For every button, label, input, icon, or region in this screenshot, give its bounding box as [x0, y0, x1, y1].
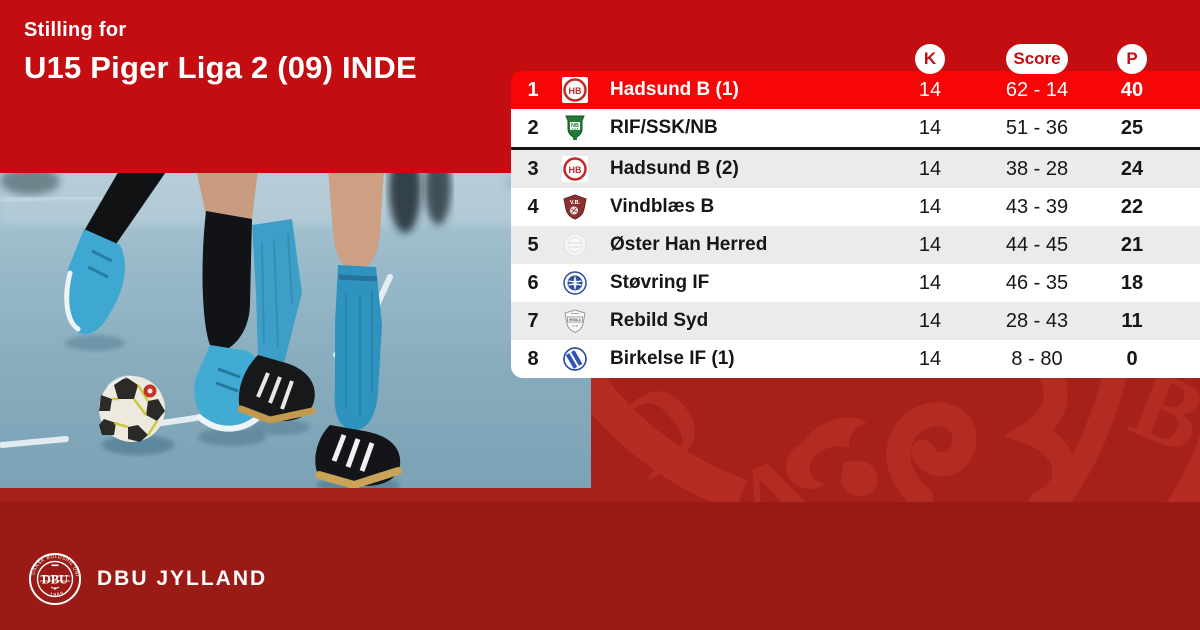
promotion-divider-line: [511, 147, 1200, 150]
team-name: Øster Han Herred: [610, 234, 768, 255]
score-value: 44 - 45: [1005, 233, 1069, 256]
score-value: 8 - 80: [1011, 347, 1063, 370]
vindblaes-b-icon: V.B.: [555, 193, 595, 221]
crest-year-text: · 1889 ·: [44, 588, 69, 598]
points-value: 0: [1126, 347, 1138, 370]
svg-text:1918: 1918: [572, 127, 579, 131]
score-value: 46 - 35: [1005, 271, 1069, 294]
svg-text:· 1889 ·: · 1889 ·: [44, 588, 70, 598]
matches-value: 14: [918, 157, 942, 180]
points-value: 40: [1120, 78, 1144, 101]
points-value: 24: [1120, 157, 1144, 180]
svg-text:NB: NB: [571, 123, 579, 129]
org-name: DBU JYLLAND: [97, 567, 268, 590]
table-row: 2 NB 1918 RIF/SSK/NB 14 51 - 36 25: [511, 109, 1200, 147]
table-row: 1 HB Hadsund B (1) 14 62 - 14 40: [511, 71, 1200, 109]
rank: 3: [527, 157, 539, 180]
table-row: 7 REBILD SYD Rebild Syd 14 28 - 43 11: [511, 302, 1200, 340]
rank: 8: [527, 347, 539, 370]
team-name: Rebild Syd: [610, 310, 709, 331]
rank: 1: [527, 78, 539, 101]
eyebrow-label: Stilling for: [24, 19, 127, 41]
team-name: Birkelse IF (1): [610, 348, 735, 369]
page-title: U15 Piger Liga 2 (09) INDE: [24, 50, 417, 85]
svg-text:V.B.: V.B.: [570, 200, 581, 206]
score-value: 38 - 28: [1005, 157, 1069, 180]
footer-branding: DANSK BOLDSPIL UNION · 1889 · DBU DBU JY…: [27, 551, 267, 607]
stoevring-if-icon: [555, 269, 595, 297]
standings-table: K Score P 1 HB Hadsund B (1) 14 62 - 14 …: [511, 44, 1200, 378]
matches-value: 14: [918, 78, 942, 101]
table-header: K Score P: [511, 44, 1200, 74]
svg-text:REBILD: REBILD: [569, 318, 582, 322]
points-value: 21: [1120, 233, 1144, 256]
page-title-block: Stilling for U15 Piger Liga 2 (09) INDE: [24, 19, 417, 86]
dbu-crest-watermark-icon: D A B U: [591, 378, 1200, 502]
hadsund-b-icon: HB: [555, 155, 595, 183]
rebild-syd-icon: REBILD SYD: [555, 307, 595, 335]
points-value: 18: [1120, 271, 1144, 294]
dbu-crest-icon: DANSK BOLDSPIL UNION · 1889 · DBU: [27, 551, 81, 605]
matches-value: 14: [918, 195, 942, 218]
svg-text:HB: HB: [569, 86, 582, 96]
matches-value: 14: [918, 116, 942, 139]
team-name: Hadsund B (2): [610, 158, 739, 179]
svg-text:B: B: [1117, 378, 1200, 474]
futsal-photo: [0, 145, 591, 494]
hadsund-b-icon: HB: [555, 76, 595, 104]
matches-value: 14: [918, 309, 942, 332]
oester-han-herred-icon: [555, 231, 595, 259]
team-name: Støvring IF: [610, 272, 710, 293]
column-header-matches: K: [915, 44, 945, 74]
bottom-red-band: [0, 502, 1200, 630]
table-row: 8 Birkelse IF (1) 14 8 - 80 0: [511, 340, 1200, 378]
column-header-score: Score: [1006, 44, 1068, 74]
rif-ssk-nb-icon: NB 1918: [555, 114, 595, 142]
score-value: 28 - 43: [1005, 309, 1069, 332]
rank: 7: [527, 309, 539, 332]
score-value: 62 - 14: [1005, 78, 1069, 101]
column-header-points: P: [1117, 44, 1147, 74]
team-name: RIF/SSK/NB: [610, 117, 718, 138]
crest-center-text: DBU: [42, 573, 68, 587]
matches-value: 14: [918, 233, 942, 256]
rank: 4: [527, 195, 539, 218]
matches-value: 14: [918, 347, 942, 370]
score-value: 43 - 39: [1005, 195, 1069, 218]
team-name: Vindblæs B: [610, 196, 715, 217]
table-row: 6 Støvring IF 14 46 - 35 18: [511, 264, 1200, 302]
svg-text:HB: HB: [569, 165, 582, 175]
rank: 5: [527, 233, 539, 256]
birkelse-if-icon: [555, 345, 595, 373]
rank: 6: [527, 271, 539, 294]
rank: 2: [527, 116, 539, 139]
score-value: 51 - 36: [1005, 116, 1069, 139]
points-value: 22: [1120, 195, 1144, 218]
table-row: 4 V.B. Vindblæs B 14 43 - 39 22: [511, 188, 1200, 226]
table-row: 3 HB Hadsund B (2) 14 38 - 28 24: [511, 150, 1200, 188]
svg-text:SYD: SYD: [572, 324, 578, 328]
team-name: Hadsund B (1): [610, 79, 739, 100]
points-value: 25: [1120, 116, 1144, 139]
matches-value: 14: [918, 271, 942, 294]
table-row: 5 Øster Han Herred 14 44 - 45 21: [511, 226, 1200, 264]
points-value: 11: [1121, 309, 1143, 332]
